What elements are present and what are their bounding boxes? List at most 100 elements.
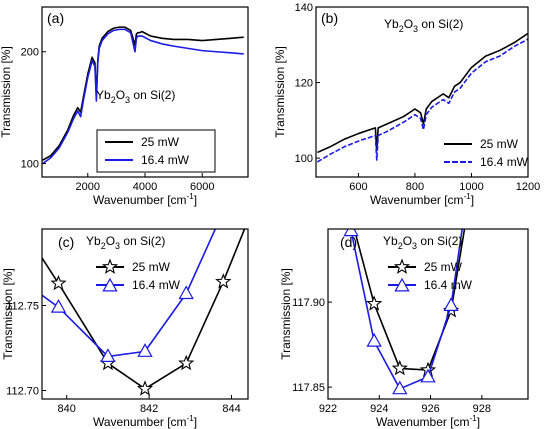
panel-label: (c) (58, 234, 74, 250)
plot-frame (41, 228, 249, 400)
x-axis-title: Wavenumber [cm-1] (370, 192, 474, 207)
y-tick-label: 117.85 (292, 382, 325, 394)
y-axis-title: Transmission [%] (279, 268, 293, 360)
legend-frame (96, 129, 216, 173)
y-tick-label: 140 (295, 2, 313, 14)
data-point-triangle (50, 298, 67, 313)
x-tick-label: 1200 (516, 181, 540, 193)
x-axis-title-sup: -1 (470, 414, 478, 423)
legend: 25 mW 16.4 mW (444, 137, 529, 169)
data-point-triangle (137, 343, 153, 357)
x-tick-label: 2000 (76, 181, 100, 193)
annotation-pre: Yb (383, 234, 398, 248)
annotation-sub1: 2 (111, 95, 116, 105)
annotation-sub2: 3 (412, 241, 417, 251)
x-axis-title: Wavenumber [cm-1] (93, 414, 197, 429)
x-tick-label: 800 (406, 181, 424, 193)
x-tick-label: 926 (421, 403, 439, 415)
x-tick-label: 4000 (133, 181, 157, 193)
annotation-pre: Yb (384, 17, 399, 31)
legend-marker-triangle (102, 277, 118, 292)
panel-label: (d) (340, 234, 357, 250)
x-axis-title-sup: -1 (187, 192, 195, 201)
legend-label: 25 mW (480, 137, 519, 151)
x-tick-label: 928 (473, 403, 491, 415)
x-axis-title: Wavenumber [cm-1] (376, 414, 480, 429)
panel-label: (a) (47, 10, 64, 26)
x-tick-label: 600 (349, 181, 367, 193)
legend-label: 16.4 mW (480, 155, 529, 169)
annotation-sub2: 3 (413, 24, 418, 34)
y-axis-title: Transmission [%] (273, 46, 287, 138)
x-tick-label: 1000 (459, 181, 483, 193)
data-point-triangle (178, 285, 194, 300)
data-point-triangle (443, 297, 459, 311)
legend-marker-star (393, 258, 411, 274)
plot-area (317, 32, 528, 163)
x-tick-label: 924 (370, 403, 388, 415)
annotation-post: on Si(2) (120, 234, 165, 248)
x-axis-title-sup: -1 (187, 414, 195, 423)
x-tick-label: 844 (222, 403, 240, 415)
chart-panel: 840 842 844 112.70 112.75 Wavenumber [cm-1] Tr… (1, 228, 249, 429)
x-axis-title-main: Wavenumber [cm (376, 415, 470, 429)
chart-panel: 922 924 926 928 117.85 117.90 Wavenumber [cm-1… (279, 228, 529, 429)
plot-frame (315, 6, 529, 178)
annotation-sub2: 3 (115, 241, 120, 251)
x-axis-title-end: ] (194, 415, 197, 429)
series-line-0 (317, 32, 528, 154)
annotation-mid: O (116, 88, 125, 102)
series-line-1 (42, 28, 244, 165)
legend-label: 25 mW (141, 135, 180, 149)
chart-annotation: Yb2O3 on Si(2) (96, 88, 175, 105)
legend-label: 16.4 mW (141, 153, 190, 167)
legend-label: 16.4 mW (424, 278, 473, 292)
x-axis-title-main: Wavenumber [cm (93, 415, 187, 429)
plot-frame (327, 228, 529, 400)
x-axis-title-end: ] (471, 193, 474, 207)
annotation-sub2: 3 (125, 95, 130, 105)
legend: 25 mW 16.4 mW (96, 258, 181, 292)
legend-label: 16.4 mW (132, 278, 181, 292)
annotation-mid: O (403, 234, 412, 248)
chart-annotation: Yb2O3 on Si(2) (86, 234, 165, 251)
legend-label: 25 mW (132, 260, 171, 274)
x-axis-title-main: Wavenumber [cm (93, 193, 187, 207)
y-axis-title: Transmission [%] (0, 46, 13, 138)
annotation-pre: Yb (86, 234, 101, 248)
annotation-post: on Si(2) (418, 17, 463, 31)
legend-marker-triangle (394, 277, 410, 292)
x-axis-title-sup: -1 (464, 192, 472, 201)
y-tick-label: 200 (21, 47, 39, 59)
data-point-triangle (392, 380, 408, 395)
y-tick-label: 112.75 (6, 301, 39, 313)
y-tick-label: 100 (295, 153, 313, 165)
x-tick-label: 922 (319, 403, 337, 415)
y-axis-title: Transmission [%] (1, 268, 15, 360)
annotation-sub1: 2 (101, 241, 106, 251)
legend: 25 mW 16.4 mW (388, 258, 473, 292)
data-point-triangle (343, 229, 359, 237)
series-line-0 (353, 229, 466, 371)
x-tick-label: 6000 (190, 181, 214, 193)
x-axis-title-end: ] (477, 415, 480, 429)
x-tick-label: 842 (140, 403, 158, 415)
annotation-mid: O (404, 17, 413, 31)
y-tick-label: 120 (295, 78, 313, 90)
chart-panel: 2000 4000 6000 100 200 Wavenumber [cm-1] Trans… (0, 6, 249, 207)
annotation-sub1: 2 (399, 24, 404, 34)
data-point-triangle (366, 332, 382, 347)
chart-annotation: Yb2O3 on Si(2) (383, 234, 462, 251)
annotation-post: on Si(2) (130, 88, 175, 102)
x-tick-label: 840 (58, 403, 76, 415)
data-point-triangle (100, 348, 116, 362)
legend-marker-star (101, 258, 119, 274)
x-axis-title-main: Wavenumber [cm (370, 193, 464, 207)
annotation-sub1: 2 (398, 241, 403, 251)
series-line-0 (42, 26, 244, 161)
panel-label: (b) (321, 10, 338, 26)
legend-label: 25 mW (424, 260, 463, 274)
annotation-pre: Yb (96, 88, 111, 102)
data-point-star (136, 380, 154, 396)
plot-area (42, 229, 246, 396)
